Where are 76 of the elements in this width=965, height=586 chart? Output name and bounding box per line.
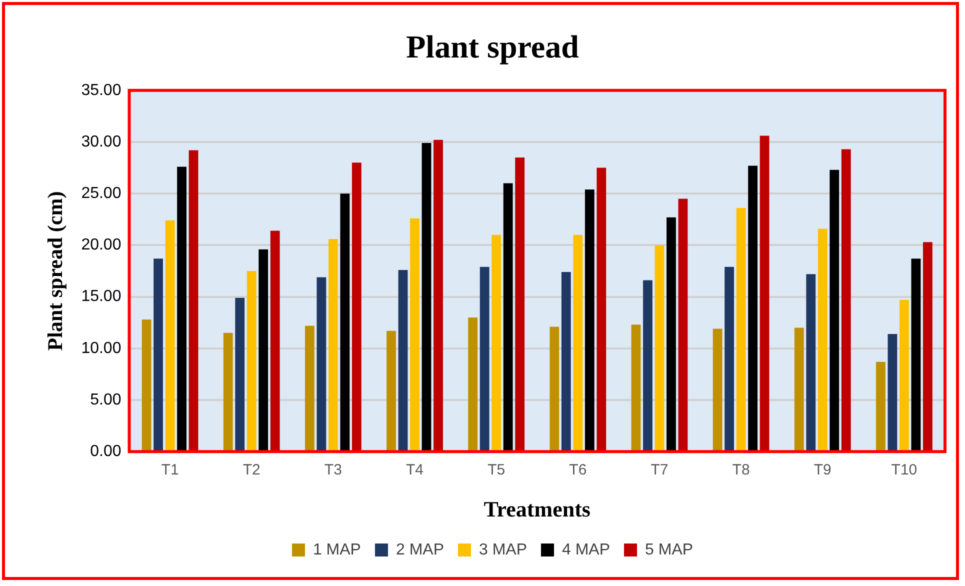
bar: [304, 326, 314, 451]
legend-label: 5 MAP: [645, 541, 694, 558]
bar: [235, 298, 245, 451]
bar: [480, 266, 490, 451]
bar: [142, 320, 152, 451]
y-tick-label: 20.00: [81, 236, 122, 254]
bar: [352, 162, 362, 451]
bar: [492, 234, 502, 451]
bar: [561, 272, 571, 451]
bar: [584, 189, 594, 451]
bar: [841, 149, 851, 451]
chart-title: Plant spread: [406, 28, 580, 64]
y-tick-label: 5.00: [90, 391, 122, 408]
bar: [596, 168, 606, 451]
bar: [154, 258, 163, 451]
y-tick-label: 15.00: [81, 288, 122, 306]
bar: [631, 324, 641, 451]
bar: [515, 157, 525, 451]
y-tick-label: 0.00: [90, 443, 122, 460]
bar: [398, 270, 408, 451]
y-tick-label: 35.00: [81, 82, 122, 99]
bar: [818, 228, 828, 451]
x-tick-label: T6: [569, 462, 587, 479]
bar: [654, 245, 664, 451]
bar: [888, 334, 898, 451]
bar: [422, 143, 432, 451]
bar: [736, 208, 746, 451]
x-tick-label: T4: [406, 462, 424, 479]
x-tick-label: T1: [161, 462, 179, 479]
bar: [410, 218, 420, 451]
x-tick-label: T8: [732, 462, 750, 479]
bar: [900, 300, 909, 451]
legend-label: 2 MAP: [396, 541, 444, 558]
bar: [724, 266, 734, 451]
bar: [503, 183, 513, 451]
bar: [340, 194, 350, 451]
legend-label: 1 MAP: [312, 541, 361, 558]
bar: [923, 242, 932, 451]
x-tick-label: T5: [488, 462, 506, 479]
y-tick-label: 10.00: [81, 340, 122, 357]
bar: [434, 140, 443, 451]
bar: [246, 271, 256, 451]
bar: [328, 239, 338, 451]
y-tick-label: 30.00: [81, 133, 122, 150]
bar: [386, 330, 396, 451]
x-tick-label: T3: [324, 462, 342, 479]
bar: [258, 249, 268, 451]
bar: [468, 317, 478, 451]
bar: [794, 328, 804, 451]
bar: [177, 166, 186, 451]
bar: [830, 170, 840, 451]
bar: [712, 328, 722, 451]
bar: [876, 362, 886, 451]
bar: [270, 230, 280, 451]
x-tick-label: T9: [814, 462, 832, 479]
x-tick-label: T2: [242, 462, 260, 479]
bar: [188, 150, 198, 451]
bar: [806, 274, 816, 451]
legend-label: 3 MAP: [478, 541, 528, 558]
bar: [748, 166, 758, 451]
bar: [165, 220, 175, 451]
bar: [573, 234, 583, 451]
y-axis-title: Plant spread (cm): [43, 191, 68, 351]
x-tick-label: T7: [650, 462, 668, 479]
bar: [911, 258, 921, 451]
bar: [678, 198, 688, 451]
x-tick-label: T10: [891, 462, 918, 479]
x-axis-title: Treatments: [484, 496, 591, 522]
legend-label: 4 MAP: [562, 541, 610, 558]
bar: [550, 326, 560, 451]
bar: [316, 277, 326, 451]
bar: [643, 280, 652, 451]
bar: [760, 136, 770, 451]
bar: [223, 332, 233, 451]
bar: [666, 217, 676, 451]
y-tick-label: 25.00: [81, 185, 122, 202]
